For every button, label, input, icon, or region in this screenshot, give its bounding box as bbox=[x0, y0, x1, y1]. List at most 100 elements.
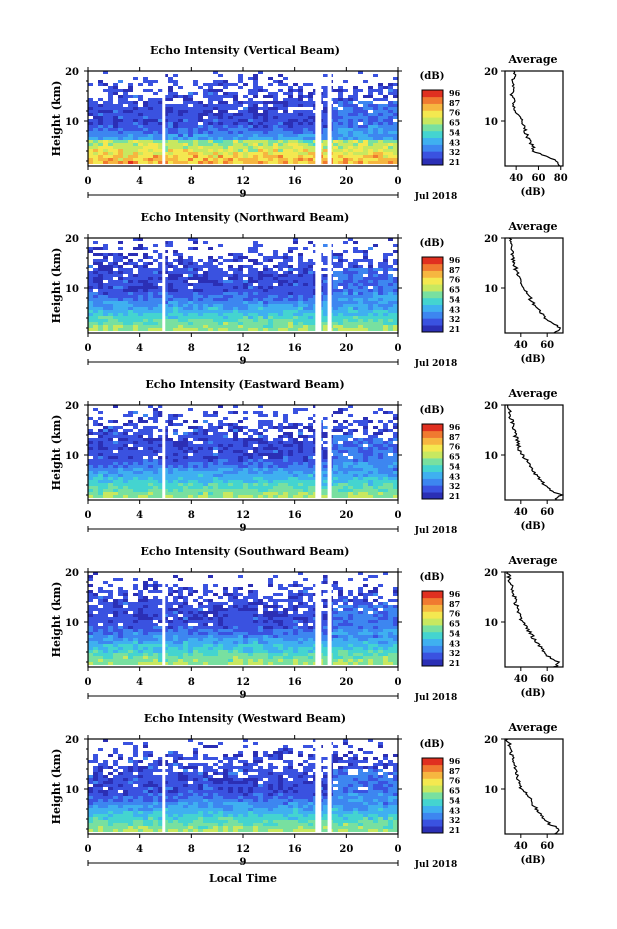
heatmap-cell bbox=[188, 489, 193, 492]
heatmap-cell bbox=[383, 322, 388, 325]
heatmap-cell bbox=[228, 480, 233, 483]
avg-x-label: (dB) bbox=[521, 354, 546, 365]
heatmap-cell bbox=[303, 483, 308, 486]
heatmap-cell bbox=[108, 316, 113, 319]
heatmap-cell bbox=[108, 122, 113, 125]
heatmap-cell bbox=[228, 459, 233, 462]
heatmap-cell bbox=[163, 599, 168, 602]
heatmap-cell bbox=[268, 143, 273, 146]
heatmap-cell bbox=[218, 89, 223, 92]
heatmap-cell bbox=[153, 98, 158, 101]
heatmap-cell bbox=[243, 426, 248, 429]
heatmap-cell bbox=[103, 104, 108, 107]
heatmap-cell bbox=[393, 137, 398, 140]
heatmap-cell bbox=[178, 95, 183, 98]
heatmap-cell bbox=[358, 572, 363, 575]
heatmap-cell bbox=[388, 450, 393, 453]
heatmap-cell bbox=[103, 119, 108, 122]
heatmap-cell bbox=[388, 116, 393, 119]
heatmap-cell bbox=[303, 137, 308, 140]
heatmap-cell bbox=[293, 131, 298, 134]
heatmap-cell bbox=[148, 313, 153, 316]
heatmap-cell bbox=[93, 462, 98, 465]
heatmap-cell bbox=[173, 468, 178, 471]
heatmap-cell bbox=[363, 602, 368, 605]
heatmap-cell bbox=[243, 492, 248, 495]
heatmap-cell bbox=[133, 316, 138, 319]
heatmap-cell bbox=[103, 253, 108, 256]
heatmap-cell bbox=[298, 450, 303, 453]
heatmap-cell bbox=[113, 253, 118, 256]
heatmap-cell bbox=[288, 256, 293, 259]
heatmap-cell bbox=[248, 274, 253, 277]
heatmap-cell bbox=[213, 95, 218, 98]
heatmap-cell bbox=[233, 149, 238, 152]
heatmap-cell bbox=[218, 468, 223, 471]
heatmap-cell bbox=[123, 268, 128, 271]
heatmap-cell bbox=[228, 411, 233, 414]
heatmap-cell bbox=[183, 113, 188, 116]
heatmap-cell bbox=[203, 283, 208, 286]
heatmap-cell bbox=[158, 411, 163, 414]
heatmap-cell bbox=[193, 599, 198, 602]
heatmap-cell bbox=[348, 277, 353, 280]
heatmap-cell bbox=[198, 268, 203, 271]
heatmap-cell bbox=[188, 444, 193, 447]
heatmap-cell bbox=[383, 119, 388, 122]
heatmap-cell bbox=[213, 301, 218, 304]
heatmap-cell bbox=[288, 265, 293, 268]
heatmap-cell bbox=[163, 459, 168, 462]
heatmap-cell bbox=[208, 492, 213, 495]
heatmap-cell bbox=[353, 429, 358, 432]
heatmap-cell bbox=[213, 441, 218, 444]
heatmap-cell bbox=[273, 495, 278, 498]
heatmap-cell bbox=[188, 268, 193, 271]
heatmap-cell bbox=[223, 92, 228, 95]
heatmap-cell bbox=[153, 289, 158, 292]
heatmap-cell bbox=[323, 486, 328, 489]
heatmap-cell bbox=[168, 128, 173, 131]
heatmap-cell bbox=[283, 486, 288, 489]
heatmap-cell bbox=[253, 122, 258, 125]
heatmap-cell bbox=[183, 143, 188, 146]
heatmap-cell bbox=[298, 86, 303, 89]
heatmap-cell bbox=[263, 107, 268, 110]
heatmap-cell bbox=[98, 328, 103, 331]
heatmap-cell bbox=[298, 113, 303, 116]
heatmap-cell bbox=[253, 134, 258, 137]
heatmap-cell bbox=[203, 480, 208, 483]
heatmap-cell bbox=[188, 471, 193, 474]
heatmap-cell bbox=[243, 137, 248, 140]
heatmap-cell bbox=[143, 262, 148, 265]
heatmap-cell bbox=[118, 465, 123, 468]
heatmap-cell bbox=[88, 453, 93, 456]
heatmap-cell bbox=[158, 122, 163, 125]
heatmap-cell bbox=[203, 599, 208, 602]
heatmap-cell bbox=[128, 441, 133, 444]
heatmap-cell bbox=[148, 256, 153, 259]
heatmap-cell bbox=[188, 459, 193, 462]
heatmap-cell bbox=[378, 313, 383, 316]
heatmap-cell bbox=[88, 122, 93, 125]
heatmap-cell bbox=[383, 104, 388, 107]
heatmap-cell bbox=[238, 265, 243, 268]
heatmap-cell bbox=[193, 432, 198, 435]
heatmap-cell bbox=[108, 95, 113, 98]
heatmap-cell bbox=[143, 119, 148, 122]
heatmap-cell bbox=[378, 134, 383, 137]
heatmap-cell bbox=[158, 289, 163, 292]
heatmap-cell bbox=[333, 158, 338, 161]
heatmap-cell bbox=[183, 95, 188, 98]
heatmap-cell bbox=[288, 480, 293, 483]
heatmap-cell bbox=[93, 408, 98, 411]
heatmap-cell bbox=[173, 104, 178, 107]
heatmap-cell bbox=[158, 414, 163, 417]
heatmap-cell bbox=[348, 444, 353, 447]
heatmap-cell bbox=[118, 295, 123, 298]
heatmap-cell bbox=[348, 140, 353, 143]
heatmap-cell bbox=[263, 429, 268, 432]
heatmap-cell bbox=[338, 599, 343, 602]
heatmap-cell bbox=[368, 107, 373, 110]
